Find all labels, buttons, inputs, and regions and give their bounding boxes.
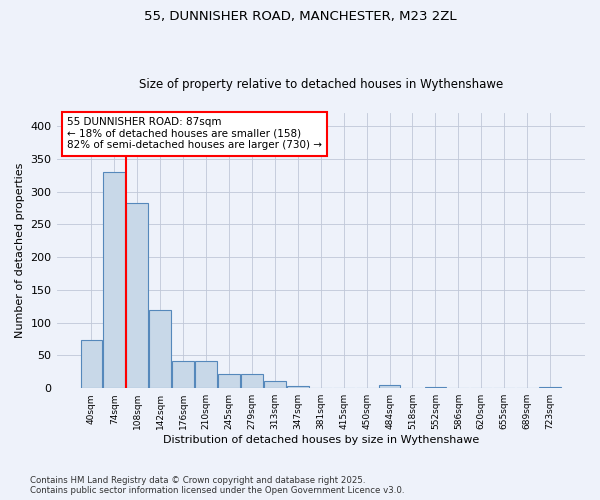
Bar — [218, 374, 240, 388]
Bar — [264, 381, 286, 388]
Text: 55 DUNNISHER ROAD: 87sqm
← 18% of detached houses are smaller (158)
82% of semi-: 55 DUNNISHER ROAD: 87sqm ← 18% of detach… — [67, 117, 322, 150]
Title: Size of property relative to detached houses in Wythenshawe: Size of property relative to detached ho… — [139, 78, 503, 91]
Bar — [127, 203, 148, 388]
Bar — [241, 374, 263, 388]
Text: Contains HM Land Registry data © Crown copyright and database right 2025.
Contai: Contains HM Land Registry data © Crown c… — [30, 476, 404, 495]
Bar — [149, 310, 171, 388]
Bar — [287, 386, 309, 388]
Bar — [425, 387, 446, 388]
Bar — [172, 360, 194, 388]
Bar — [103, 172, 125, 388]
Y-axis label: Number of detached properties: Number of detached properties — [15, 163, 25, 338]
Bar — [539, 387, 561, 388]
X-axis label: Distribution of detached houses by size in Wythenshawe: Distribution of detached houses by size … — [163, 435, 479, 445]
Bar — [195, 360, 217, 388]
Bar — [379, 385, 400, 388]
Text: 55, DUNNISHER ROAD, MANCHESTER, M23 2ZL: 55, DUNNISHER ROAD, MANCHESTER, M23 2ZL — [143, 10, 457, 23]
Bar — [80, 340, 103, 388]
